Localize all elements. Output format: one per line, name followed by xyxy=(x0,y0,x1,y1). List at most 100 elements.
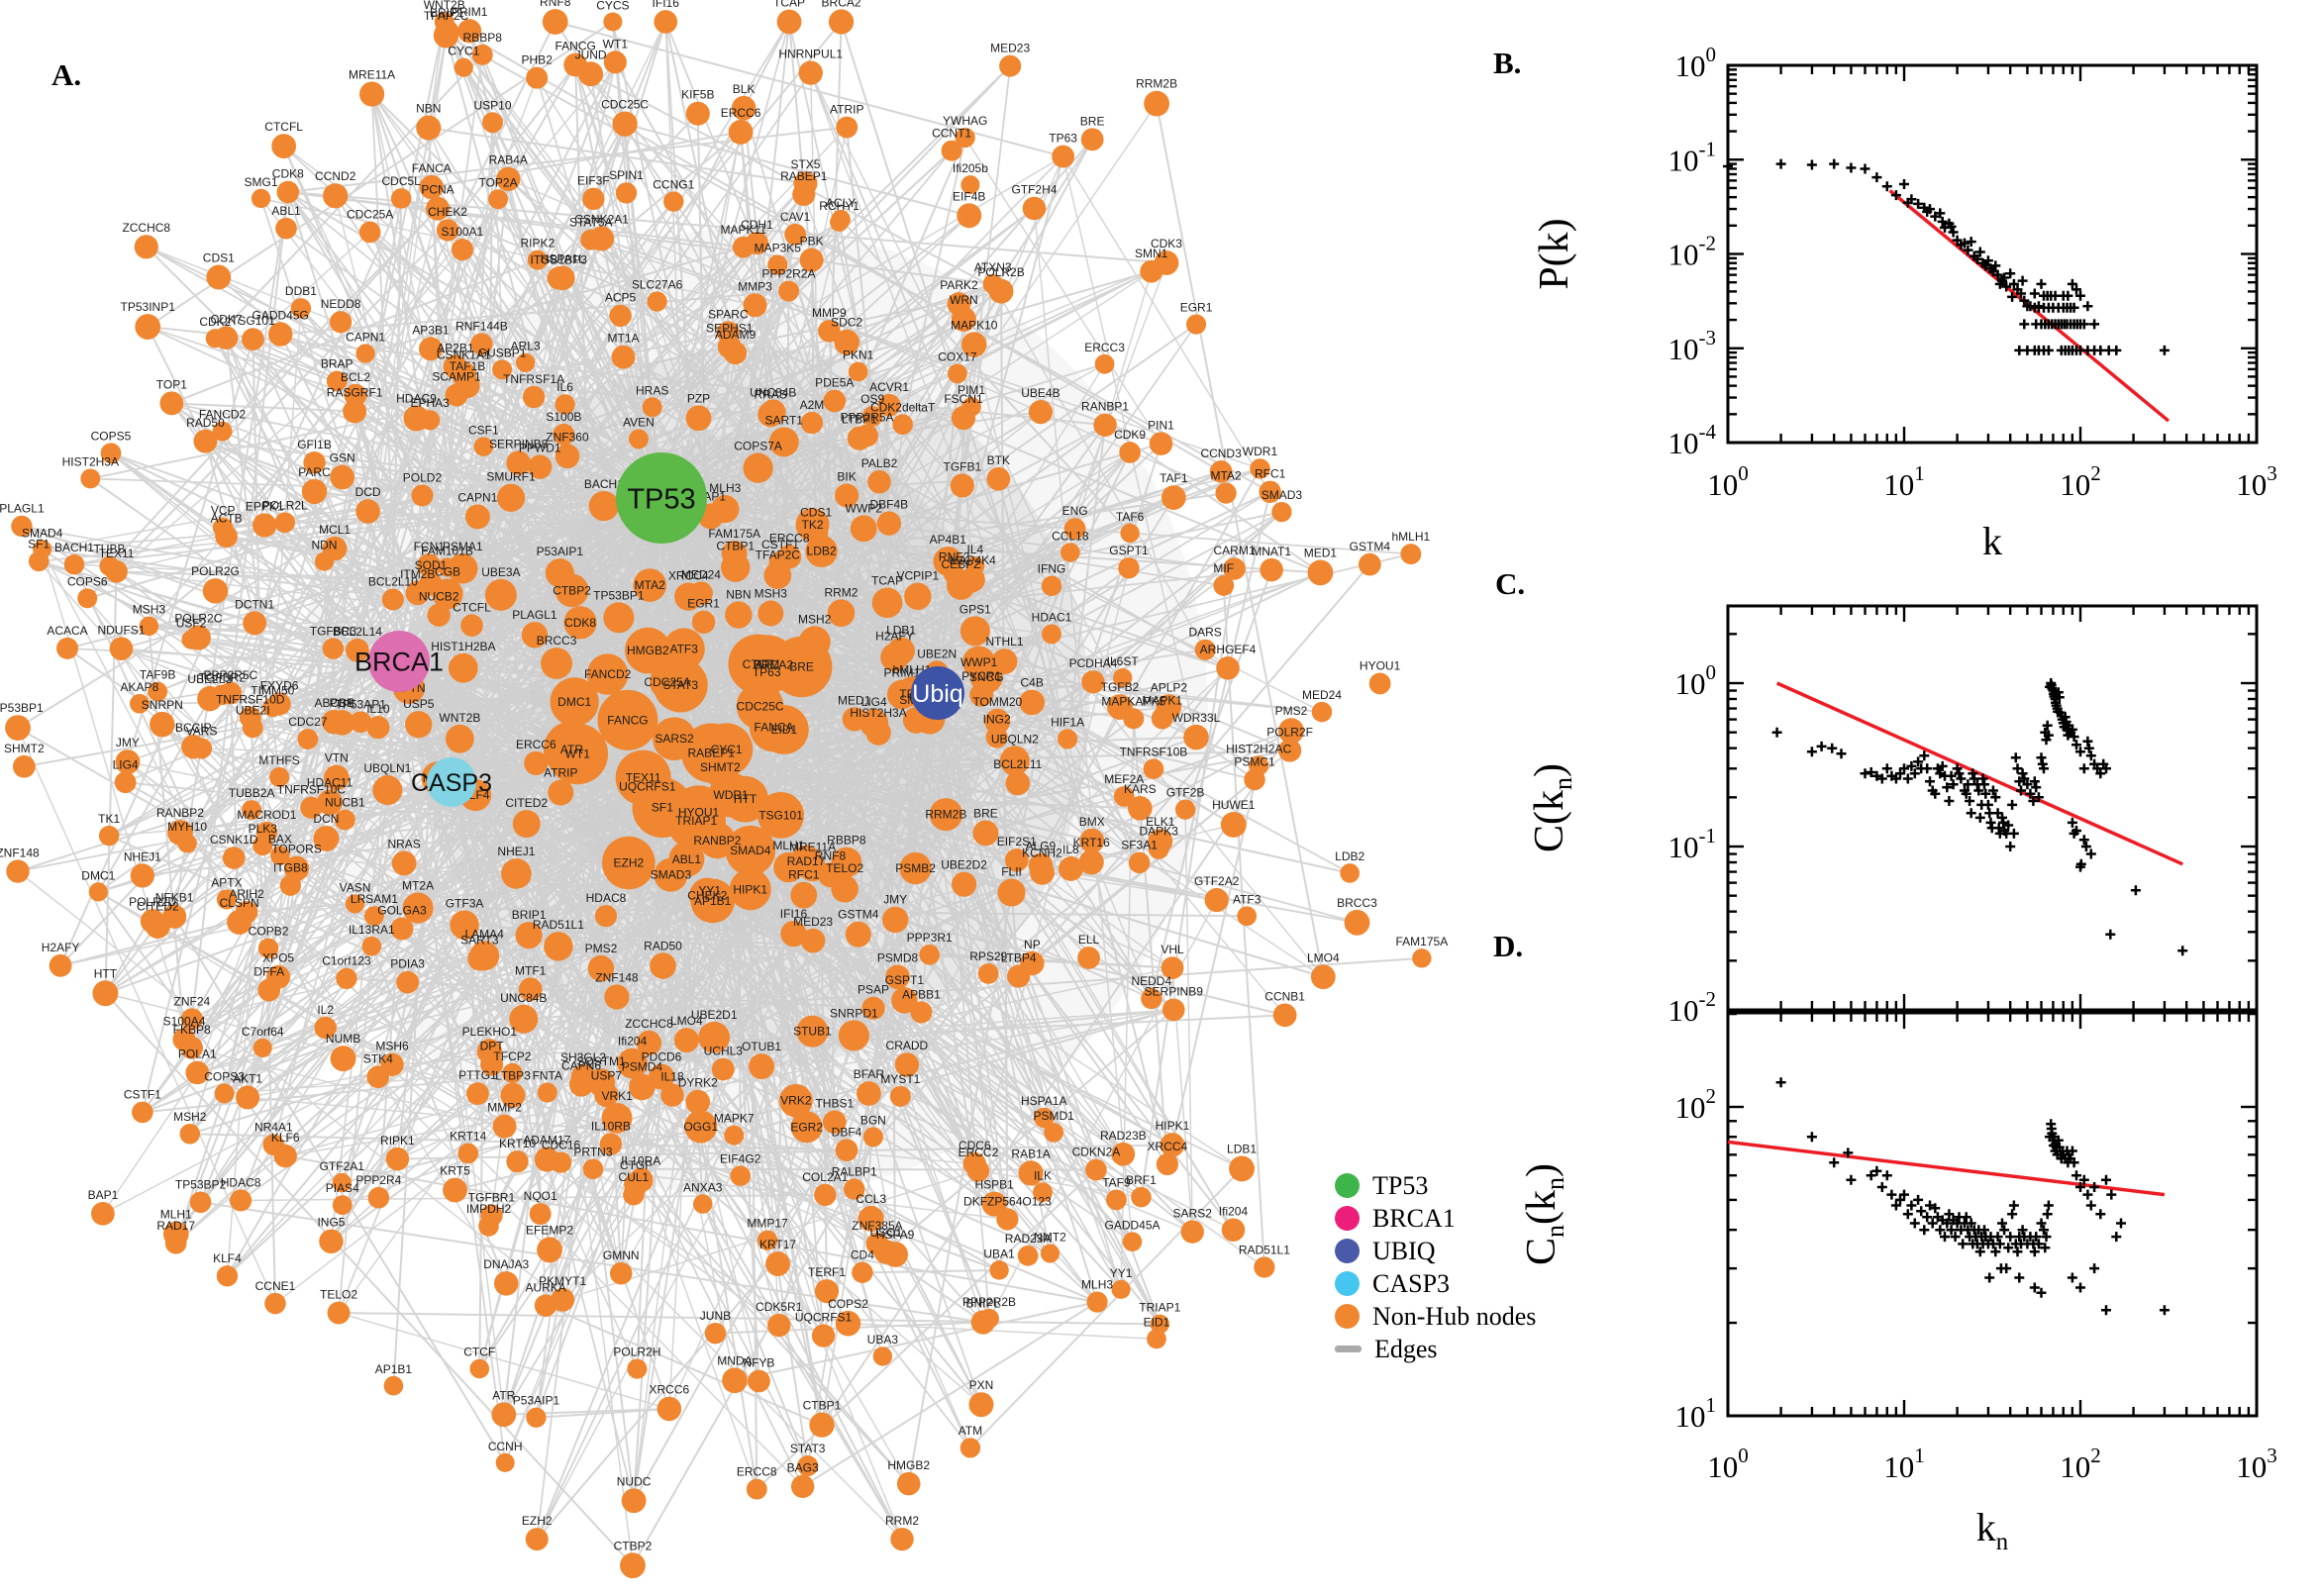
gene-node-label: CDK8 xyxy=(272,167,304,181)
gene-node xyxy=(674,582,703,611)
gene-node-label: EZH2 xyxy=(522,1514,553,1528)
gene-node xyxy=(345,894,365,914)
gene-node xyxy=(848,361,868,382)
gene-node xyxy=(179,1124,201,1145)
gene-node xyxy=(621,1488,647,1514)
gene-node-label: UBE2N xyxy=(917,647,957,660)
gene-node-label: FANCA xyxy=(412,161,452,175)
gene-node xyxy=(553,423,575,446)
gene-node xyxy=(405,580,430,606)
gene-node xyxy=(1244,768,1265,791)
gene-node xyxy=(1271,501,1292,523)
scatter-points xyxy=(1775,1077,2170,1316)
gene-node xyxy=(242,328,264,350)
gene-node xyxy=(416,115,442,141)
gene-node-label: FANCD2 xyxy=(199,408,247,422)
gene-node-label: DBF4B xyxy=(869,497,908,511)
gene-node xyxy=(11,515,33,538)
gene-node-label: GTF2H4 xyxy=(1011,183,1057,197)
gene-node xyxy=(835,1310,861,1337)
gene-node-label: SH3GL2 xyxy=(560,1050,606,1064)
gene-node xyxy=(1340,863,1360,883)
gene-node-label: RAD50 xyxy=(644,939,682,952)
gene-node xyxy=(684,1110,718,1144)
gene-node-label: MTHFS xyxy=(258,753,299,767)
panel-label-c: C. xyxy=(1495,566,1526,601)
gene-node-label: BFAR xyxy=(854,1067,885,1081)
gene-node-label: ATRIP xyxy=(830,103,863,117)
gene-node xyxy=(960,175,980,195)
gene-node xyxy=(867,469,891,494)
gene-node-label: PSAP xyxy=(858,983,889,997)
gene-node-label: S100A1 xyxy=(442,225,484,239)
gene-node-label: CDC5L xyxy=(382,174,422,188)
gene-node-label: ACVR1 xyxy=(869,380,909,394)
gene-node xyxy=(986,466,1011,491)
gene-node-label: EIF3F xyxy=(577,174,610,188)
gene-node xyxy=(1278,718,1304,745)
gene-node-label: CTGF xyxy=(620,1158,653,1172)
gene-node xyxy=(594,905,618,928)
scatter-points xyxy=(1771,678,2188,956)
gene-node xyxy=(252,513,277,538)
gene-node-label: PZP xyxy=(687,391,710,405)
gene-node xyxy=(729,868,771,911)
gene-node-label: ZNF24 xyxy=(174,994,211,1008)
gene-node xyxy=(633,568,667,602)
gene-node-label: CSF1 xyxy=(468,423,499,437)
panel-label-b: B. xyxy=(1493,46,1522,80)
gene-node-label: EPHA3 xyxy=(410,396,450,410)
gene-node-label: STX5 xyxy=(790,157,820,171)
gene-node-label: VASN xyxy=(340,880,371,894)
gene-node xyxy=(212,684,233,706)
gene-node xyxy=(876,511,902,536)
gene-node xyxy=(615,182,638,204)
gene-node-label: FAM175A xyxy=(1396,935,1449,948)
gene-node-label: MRE11A xyxy=(349,67,395,81)
gene-node-label: BACH1 xyxy=(54,541,94,554)
fit-line xyxy=(1727,1140,2166,1197)
gene-node xyxy=(242,800,262,820)
gene-node xyxy=(1018,1160,1044,1186)
gene-node xyxy=(264,1292,286,1315)
gene-node xyxy=(656,1396,682,1422)
gene-node xyxy=(563,606,597,640)
gene-node xyxy=(381,588,404,611)
gene-node xyxy=(185,1060,210,1085)
legend-item-non-hub-nodes: Non-Hub nodes xyxy=(1335,1300,1536,1333)
hub-node-brca1 xyxy=(368,631,430,692)
gene-node-label: ATR xyxy=(492,1388,515,1402)
gene-node-label: SMAD3 xyxy=(1262,488,1303,502)
gene-node-label: DBF4 xyxy=(832,1125,862,1139)
gene-node xyxy=(977,962,999,984)
gene-node xyxy=(844,1178,865,1200)
gene-node-label: PGR xyxy=(330,696,355,710)
gene-node xyxy=(805,535,838,567)
gene-node-label: IL4 xyxy=(967,543,984,556)
gene-node xyxy=(597,689,658,750)
gene-node-label: VTN xyxy=(325,751,349,765)
gene-node xyxy=(550,1151,572,1173)
gene-node xyxy=(214,326,239,349)
gene-node-label: UBE3A xyxy=(481,565,520,579)
gene-node xyxy=(443,354,467,379)
gene-node-label: STAT3 xyxy=(790,1442,826,1455)
gene-node-label: IL6 xyxy=(556,380,573,394)
gene-node-label: BAG3 xyxy=(787,1461,819,1475)
gene-node-label: ABCB1 xyxy=(314,696,354,710)
gene-node xyxy=(790,881,818,909)
gene-node-label: TFCP2 xyxy=(493,1049,531,1063)
gene-node-label: SNCG xyxy=(969,670,1004,684)
gene-node-label: SART1 xyxy=(765,414,804,428)
gene-node xyxy=(301,478,328,505)
gene-node-label: PMS2 xyxy=(1275,704,1308,718)
legend-label: BRCA1 xyxy=(1372,1203,1456,1233)
gene-node xyxy=(809,1412,835,1438)
gene-node xyxy=(799,248,824,272)
gene-node xyxy=(212,421,233,442)
gene-node xyxy=(290,298,312,319)
gene-node-label: CYCS xyxy=(596,0,629,12)
gene-node-label: MAPKAPK5 xyxy=(1101,694,1165,708)
gene-node-label: UBE2D1 xyxy=(691,1008,738,1022)
gene-node xyxy=(1160,1133,1185,1157)
